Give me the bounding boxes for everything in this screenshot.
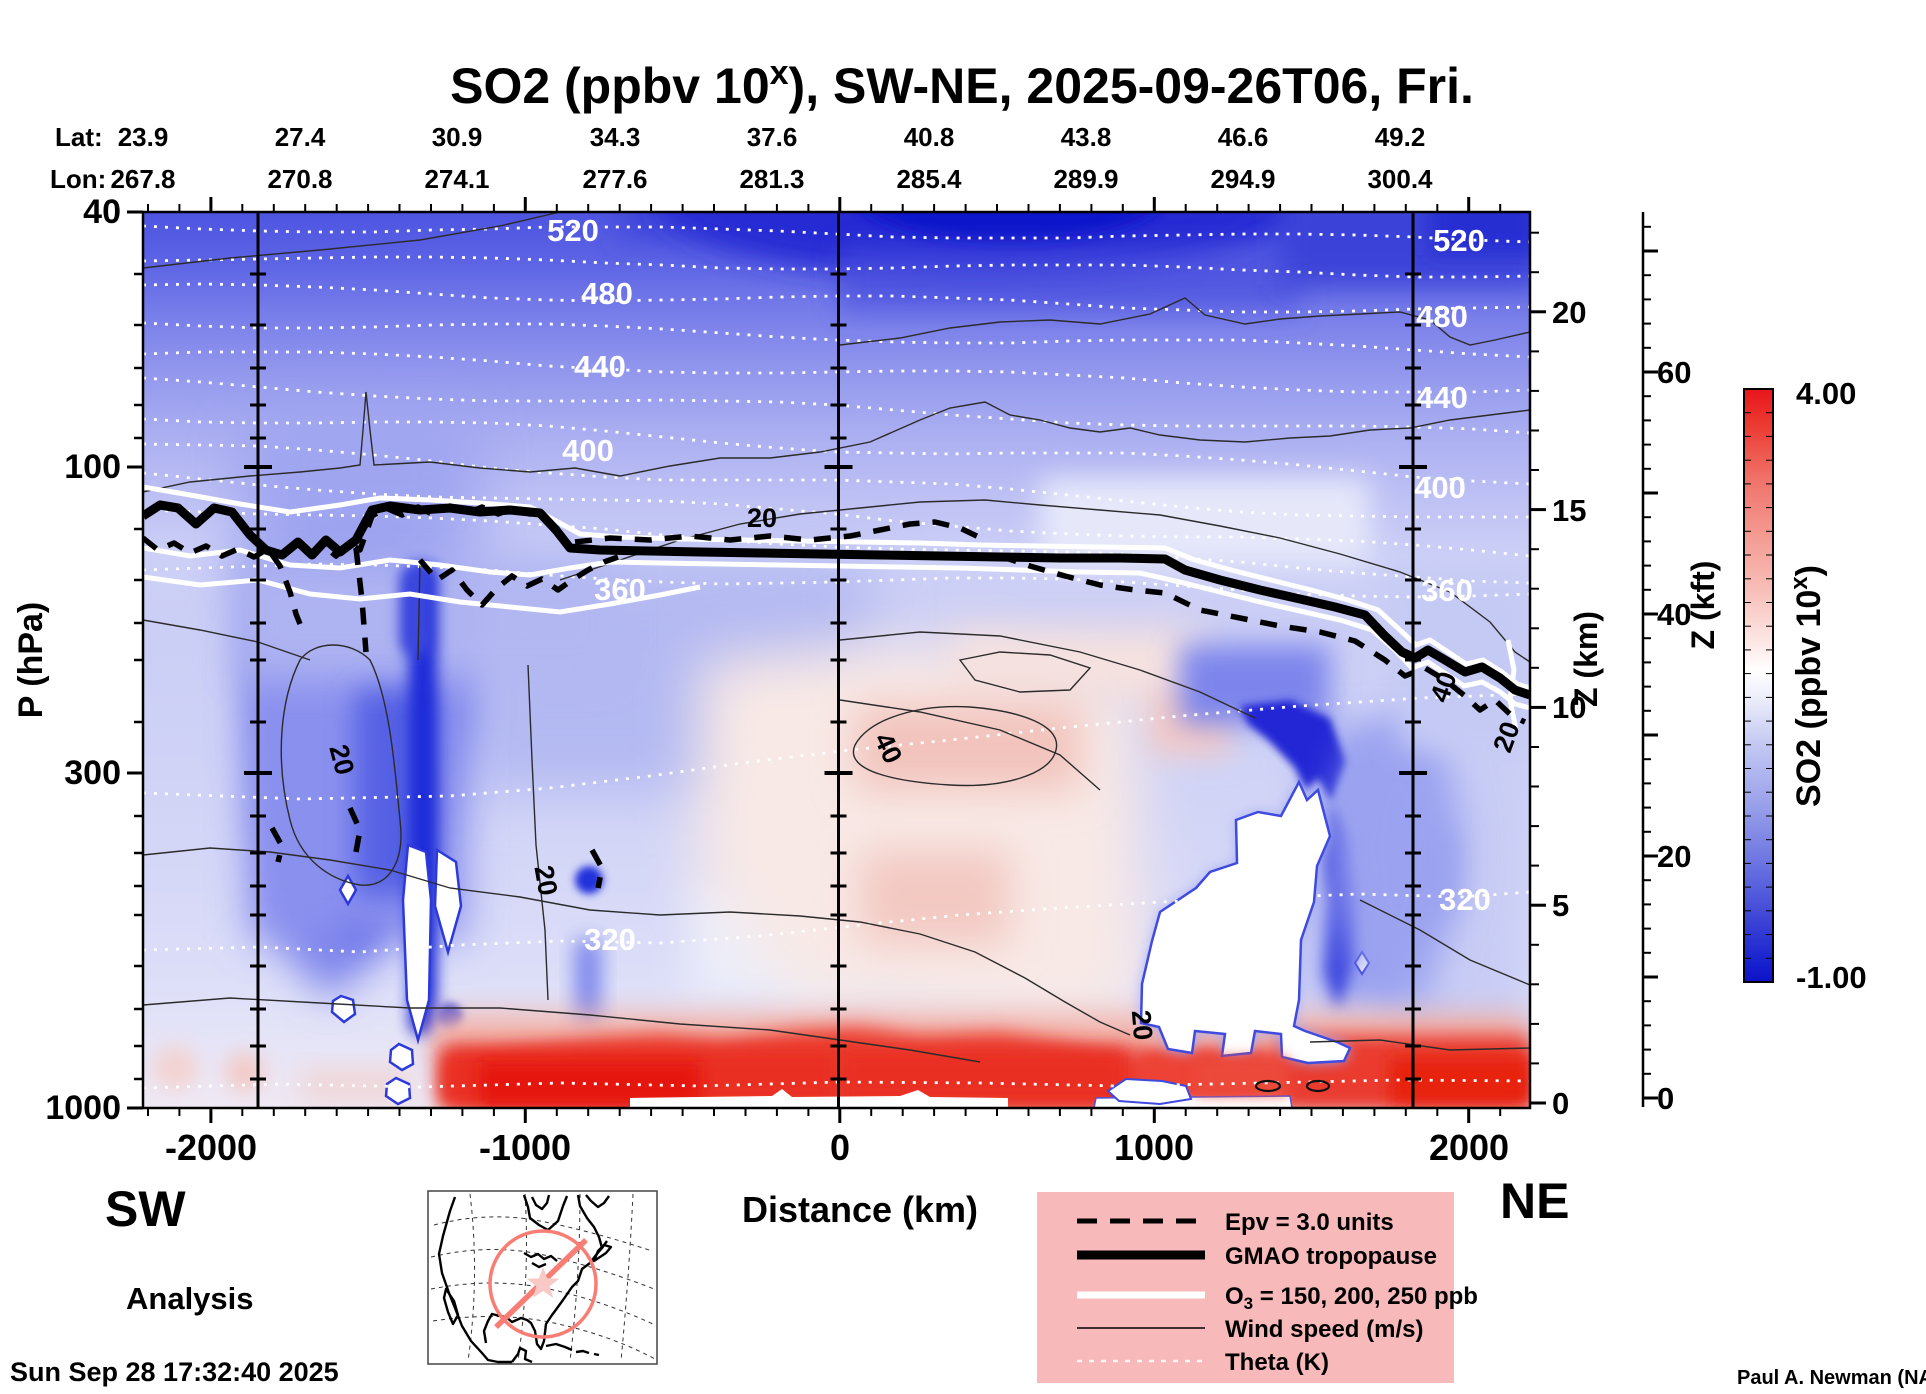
svg-text:20: 20 bbox=[1552, 295, 1586, 330]
svg-text:270.8: 270.8 bbox=[267, 164, 332, 194]
svg-text:100: 100 bbox=[64, 448, 121, 486]
svg-text:5: 5 bbox=[1552, 888, 1569, 923]
svg-text:SO2 (ppbv 10x): SO2 (ppbv 10x) bbox=[1786, 565, 1829, 807]
svg-text:520: 520 bbox=[1433, 223, 1485, 258]
svg-text:30.9: 30.9 bbox=[432, 122, 483, 152]
svg-text:281.3: 281.3 bbox=[739, 164, 804, 194]
svg-text:20: 20 bbox=[1126, 1009, 1159, 1042]
svg-text:300: 300 bbox=[64, 754, 121, 792]
svg-text:46.6: 46.6 bbox=[1218, 122, 1269, 152]
svg-text:480: 480 bbox=[1416, 299, 1468, 334]
svg-text:27.4: 27.4 bbox=[275, 122, 326, 152]
svg-text:Sun Sep 28 17:32:40 2025: Sun Sep 28 17:32:40 2025 bbox=[10, 1357, 339, 1387]
svg-text:520: 520 bbox=[547, 213, 599, 248]
svg-text:20: 20 bbox=[747, 503, 777, 533]
svg-text:-1.00: -1.00 bbox=[1796, 960, 1867, 995]
svg-text:285.4: 285.4 bbox=[896, 164, 962, 194]
svg-text:O3 = 150, 200, 250 ppb: O3 = 150, 200, 250 ppb bbox=[1225, 1283, 1478, 1313]
svg-text:0: 0 bbox=[1552, 1086, 1569, 1121]
svg-text:43.8: 43.8 bbox=[1061, 122, 1112, 152]
svg-text:Epv = 3.0 units: Epv = 3.0 units bbox=[1225, 1209, 1394, 1236]
svg-text:274.1: 274.1 bbox=[424, 164, 489, 194]
svg-text:23.9: 23.9 bbox=[118, 122, 169, 152]
svg-text:1000: 1000 bbox=[1114, 1127, 1194, 1168]
svg-text:37.6: 37.6 bbox=[747, 122, 798, 152]
svg-text:320: 320 bbox=[1439, 882, 1491, 917]
svg-text:440: 440 bbox=[574, 349, 626, 384]
svg-text:P (hPa): P (hPa) bbox=[12, 602, 50, 719]
svg-text:GMAO tropopause: GMAO tropopause bbox=[1225, 1243, 1437, 1270]
svg-text:60: 60 bbox=[1657, 355, 1691, 390]
svg-text:2000: 2000 bbox=[1429, 1127, 1509, 1168]
svg-text:0: 0 bbox=[830, 1127, 850, 1168]
svg-text:277.6: 277.6 bbox=[582, 164, 647, 194]
svg-text:300.4: 300.4 bbox=[1367, 164, 1433, 194]
svg-text:480: 480 bbox=[581, 276, 633, 311]
svg-text:40.8: 40.8 bbox=[904, 122, 955, 152]
svg-text:Distance (km): Distance (km) bbox=[742, 1189, 978, 1230]
svg-text:400: 400 bbox=[1414, 470, 1466, 505]
svg-text:-2000: -2000 bbox=[165, 1127, 257, 1168]
svg-text:360: 360 bbox=[594, 572, 646, 607]
svg-text:0: 0 bbox=[1657, 1081, 1674, 1116]
svg-text:267.8: 267.8 bbox=[110, 164, 175, 194]
svg-text:Lat:: Lat: bbox=[55, 122, 103, 152]
svg-text:SO2 (ppbv 10x), SW-NE, 2025-09: SO2 (ppbv 10x), SW-NE, 2025-09-26T06, Fr… bbox=[450, 54, 1474, 114]
svg-text:1000: 1000 bbox=[45, 1089, 121, 1127]
svg-text:Lon:: Lon: bbox=[50, 164, 106, 194]
svg-text:40: 40 bbox=[83, 193, 121, 231]
svg-text:20: 20 bbox=[1657, 839, 1691, 874]
svg-text:Analysis: Analysis bbox=[126, 1281, 254, 1316]
svg-text:400: 400 bbox=[562, 433, 614, 468]
svg-text:SW: SW bbox=[105, 1181, 186, 1237]
svg-text:-1000: -1000 bbox=[479, 1127, 571, 1168]
svg-text:440: 440 bbox=[1416, 380, 1468, 415]
svg-text:20: 20 bbox=[528, 863, 563, 898]
svg-text:360: 360 bbox=[1421, 573, 1473, 608]
svg-text:320: 320 bbox=[584, 922, 636, 957]
svg-text:49.2: 49.2 bbox=[1375, 122, 1426, 152]
svg-text:15: 15 bbox=[1552, 493, 1586, 528]
svg-text:NE: NE bbox=[1500, 1173, 1569, 1229]
svg-text:Z (kft): Z (kft) bbox=[1685, 561, 1721, 650]
svg-text:Theta (K): Theta (K) bbox=[1225, 1349, 1329, 1376]
svg-text:10: 10 bbox=[1552, 690, 1586, 725]
svg-text:4.00: 4.00 bbox=[1796, 376, 1856, 411]
svg-text:40: 40 bbox=[1657, 597, 1691, 632]
svg-text:Paul A. Newman (NASA: Paul A. Newman (NASA bbox=[1737, 1367, 1926, 1389]
svg-text:289.9: 289.9 bbox=[1053, 164, 1118, 194]
svg-text:Z (km): Z (km) bbox=[1568, 611, 1604, 707]
svg-text:34.3: 34.3 bbox=[590, 122, 641, 152]
svg-text:294.9: 294.9 bbox=[1210, 164, 1275, 194]
svg-text:Wind speed (m/s): Wind speed (m/s) bbox=[1225, 1316, 1423, 1343]
